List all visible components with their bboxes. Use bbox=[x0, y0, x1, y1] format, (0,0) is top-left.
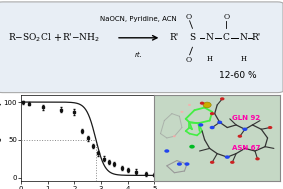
Text: N: N bbox=[205, 33, 213, 42]
Circle shape bbox=[198, 123, 203, 127]
Text: ASN 67: ASN 67 bbox=[232, 145, 261, 151]
Circle shape bbox=[230, 161, 235, 164]
Circle shape bbox=[185, 162, 190, 166]
Circle shape bbox=[188, 104, 191, 106]
Circle shape bbox=[177, 162, 182, 166]
Text: R'$-$NH$_2$: R'$-$NH$_2$ bbox=[62, 32, 100, 44]
Circle shape bbox=[173, 135, 176, 137]
Circle shape bbox=[210, 112, 215, 115]
Circle shape bbox=[181, 111, 183, 113]
Text: +: + bbox=[53, 33, 61, 43]
Text: H: H bbox=[206, 55, 213, 63]
Text: GLN 92: GLN 92 bbox=[232, 115, 260, 121]
Circle shape bbox=[203, 102, 211, 108]
Text: R$-$SO$_2$Cl: R$-$SO$_2$Cl bbox=[8, 32, 52, 44]
Circle shape bbox=[217, 121, 222, 124]
Text: H: H bbox=[240, 55, 246, 63]
Circle shape bbox=[238, 135, 242, 138]
Text: rt.: rt. bbox=[135, 52, 143, 58]
Text: N: N bbox=[239, 33, 247, 42]
Circle shape bbox=[220, 97, 224, 100]
Text: O: O bbox=[223, 13, 230, 21]
Circle shape bbox=[268, 126, 272, 129]
FancyBboxPatch shape bbox=[0, 2, 283, 93]
Text: O: O bbox=[186, 57, 192, 64]
Text: R': R' bbox=[170, 33, 179, 42]
Circle shape bbox=[210, 126, 215, 129]
Text: 12-60 %: 12-60 % bbox=[219, 71, 256, 80]
Circle shape bbox=[164, 149, 169, 153]
Circle shape bbox=[200, 102, 204, 105]
Circle shape bbox=[210, 161, 215, 164]
Circle shape bbox=[242, 128, 247, 131]
Circle shape bbox=[189, 145, 195, 149]
Text: O: O bbox=[186, 13, 192, 21]
Text: S: S bbox=[189, 33, 196, 42]
Y-axis label: Percentage Activity: Percentage Activity bbox=[0, 101, 2, 175]
Text: R': R' bbox=[252, 33, 261, 42]
Text: NaOCN, Pyridine, ACN: NaOCN, Pyridine, ACN bbox=[100, 16, 177, 22]
Text: C: C bbox=[223, 33, 230, 42]
Circle shape bbox=[255, 157, 260, 160]
Circle shape bbox=[225, 155, 230, 159]
